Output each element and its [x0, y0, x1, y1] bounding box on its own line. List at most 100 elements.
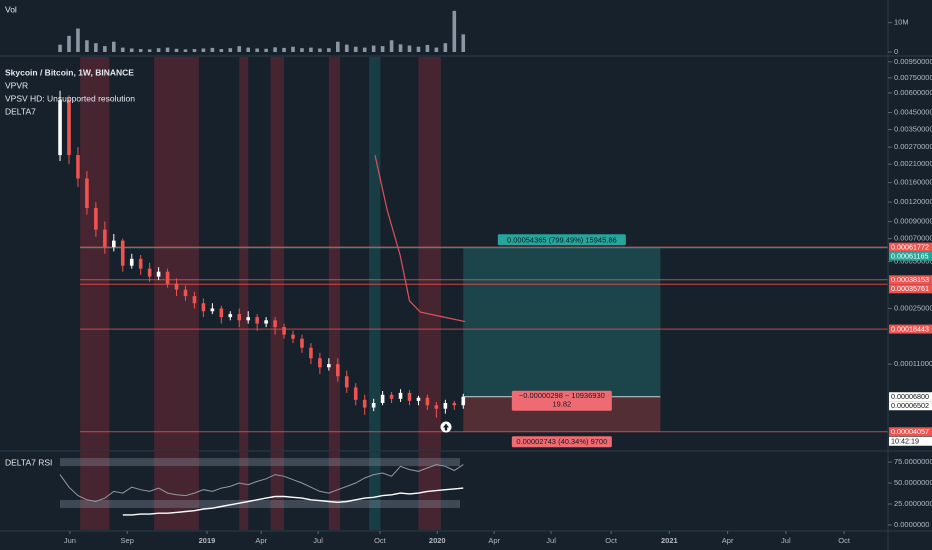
y-tick-label: 0.00090000: [894, 217, 932, 226]
volume-bar: [183, 49, 188, 52]
x-tick-label: Oct: [838, 536, 851, 545]
candle-body: [228, 314, 233, 318]
y-tick-label: 0.00270000: [894, 142, 932, 151]
price-label: 0.00061165: [891, 251, 928, 260]
volume-bar: [264, 48, 268, 52]
y-tick-label: 0.00011000: [894, 359, 932, 368]
volume-bar: [300, 48, 304, 52]
price-label: 0.00061772: [891, 242, 929, 251]
x-tick-label: 2021: [661, 536, 678, 545]
candle-body: [300, 338, 304, 348]
rsi-tick-label: 50.0000000: [894, 478, 932, 487]
y-tick-label: 0.00750000: [894, 73, 932, 82]
volume-bar: [273, 47, 277, 52]
rsi-tick-label: 75.0000000: [894, 457, 932, 466]
price-label: 0.00018443: [891, 324, 929, 333]
y-tick-label: 0.00210000: [894, 159, 932, 168]
volume-bar: [407, 45, 412, 52]
volume-bar: [344, 44, 349, 52]
candle-body: [94, 208, 98, 230]
signal-band: [154, 452, 199, 530]
volume-bar: [138, 49, 143, 52]
indicator-label: DELTA7: [5, 106, 36, 116]
x-tick-label: Oct: [605, 536, 618, 545]
signal-band: [369, 452, 381, 530]
signal-band: [239, 452, 249, 530]
volume-bar: [103, 46, 107, 52]
position-label: 19.82: [552, 400, 571, 409]
price-label-box: [889, 275, 932, 285]
candle-body: [344, 376, 349, 388]
volume-bar: [219, 49, 224, 52]
candle-body: [264, 320, 268, 324]
volume-bar: [282, 47, 286, 52]
candle-body: [103, 229, 107, 247]
candle-body: [58, 100, 62, 156]
x-tick-label: Jul: [781, 536, 791, 545]
candle-body: [425, 397, 430, 406]
volume-bar: [318, 48, 322, 52]
candle-body: [76, 155, 80, 179]
price-label-box: [889, 392, 932, 402]
volume-bar: [380, 46, 385, 52]
volume-bar: [120, 47, 125, 52]
candle-body: [389, 394, 394, 399]
volume-bar: [85, 40, 89, 52]
candle-body: [183, 289, 188, 297]
volume-bar: [416, 46, 421, 52]
x-tick-label: Jun: [64, 536, 76, 545]
candle-body: [120, 240, 125, 266]
rsi-line: [59, 464, 464, 503]
indicator-label: VPSV HD: Unsupported resolution: [5, 93, 135, 103]
signal-band: [270, 452, 285, 530]
y-tick-label: 0.00950000: [894, 57, 932, 66]
volume-bar: [94, 43, 98, 52]
candle-body: [273, 320, 277, 328]
rsi-line: [122, 487, 464, 516]
position-label-box: [511, 436, 612, 448]
x-tick-label: 2019: [199, 536, 216, 545]
signal-bands: [80, 57, 441, 530]
candle-body: [318, 358, 322, 368]
x-tick-label: Apr: [722, 536, 734, 545]
volume-bar: [76, 28, 80, 52]
signal-band: [328, 57, 341, 451]
axes: 75.0000000 50.0000000 25.0000000 0.0000000 0…: [64, 18, 932, 545]
volume-bar: [425, 44, 430, 52]
volume-bar: [327, 48, 331, 52]
candle-body: [156, 271, 161, 277]
volume-tick-label: 10M: [894, 18, 909, 27]
volume-bar: [237, 46, 242, 52]
indicator-line: [374, 154, 466, 323]
volume-tick-label: 0: [894, 47, 898, 56]
candle-body: [219, 308, 224, 318]
price-label-box: [889, 284, 932, 294]
y-tick-label: 0.00120000: [894, 197, 932, 206]
rsi-tick-label: 25.0000000: [894, 499, 932, 508]
candle-body: [85, 178, 89, 209]
volume-label: Vol: [5, 4, 17, 14]
signal-band: [369, 57, 381, 451]
x-tick-label: Apr: [488, 536, 500, 545]
candle-body: [174, 283, 179, 290]
candle-body: [246, 317, 251, 321]
position-label-box: [511, 390, 612, 411]
candle-body: [147, 268, 152, 277]
rsi-band: [60, 500, 460, 508]
price-label-box: [889, 324, 932, 334]
candle-body: [416, 397, 421, 401]
volume-bar: [309, 47, 313, 52]
price-label: 0.00038153: [891, 275, 929, 284]
candle-body: [282, 327, 286, 335]
volume-bar: [201, 48, 206, 52]
candle-body: [362, 399, 367, 408]
candle-body: [336, 364, 340, 377]
x-tick-label: Sep: [121, 536, 134, 545]
y-tick-label: 0.00025000: [894, 303, 932, 312]
x-tick-label: 2020: [429, 536, 446, 545]
y-tick-label: 0.00160000: [894, 178, 932, 187]
volume-bar: [443, 43, 448, 52]
volume-bar: [362, 47, 367, 52]
candle-body: [443, 403, 448, 409]
